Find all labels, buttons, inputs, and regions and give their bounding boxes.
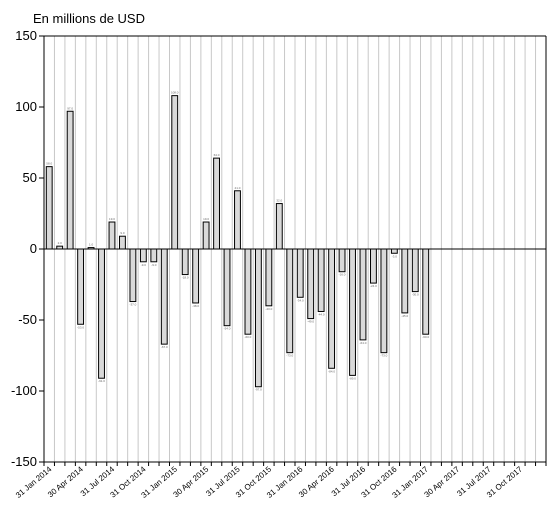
data-label: 108.0 (171, 91, 179, 95)
data-label: -30.0 (412, 293, 419, 297)
data-label: 64.0 (214, 153, 220, 157)
bar (422, 248, 430, 335)
x-tick-label: 30 Apr 2016 (297, 464, 336, 499)
data-label: -91.0 (98, 379, 105, 383)
bar (254, 248, 262, 388)
data-label: -37.0 (129, 303, 136, 307)
data-labels: 58.0 2.0 97.0 -53.0 1.0 -91.0 19.0 9.0 -37.0 -9.0… (46, 91, 429, 392)
x-tick-label: 30 Apr 2015 (172, 464, 211, 499)
bar (181, 248, 189, 276)
bar (45, 166, 53, 250)
bar (265, 248, 273, 307)
bar (108, 221, 116, 250)
bar (359, 248, 367, 341)
data-label: -64.0 (360, 341, 367, 345)
data-label: -3.0 (392, 254, 398, 258)
bar (380, 248, 388, 354)
data-label: 1.0 (89, 243, 94, 247)
data-label: -84.0 (328, 369, 335, 373)
bar (160, 248, 168, 345)
bar (411, 248, 419, 293)
x-tick-label: 30 Apr 2014 (46, 464, 85, 499)
data-label: -18.0 (182, 276, 189, 280)
y-tick-label: 0 (30, 241, 37, 256)
data-label: -89.0 (349, 376, 356, 380)
data-label: 19.0 (109, 217, 115, 221)
bar (171, 95, 179, 250)
y-tick-label: 150 (15, 28, 37, 43)
y-tick-label: 50 (23, 170, 37, 185)
bar (296, 248, 304, 298)
bar (338, 248, 346, 273)
data-label: -53.0 (77, 325, 84, 329)
data-label: -38.0 (192, 304, 199, 308)
bar (223, 248, 231, 327)
data-label: 58.0 (46, 162, 52, 166)
bar (192, 248, 200, 304)
data-label: -73.0 (380, 354, 387, 358)
y-tick-label: -100 (11, 383, 37, 398)
data-label: -24.0 (370, 284, 377, 288)
bar (401, 248, 409, 314)
y-tick-label: 100 (15, 99, 37, 114)
bar (77, 248, 85, 325)
data-label: -44.0 (318, 312, 325, 316)
data-label: -16.0 (339, 273, 346, 277)
bar (150, 248, 158, 263)
data-label: 32.0 (276, 199, 282, 203)
data-label: 41.0 (235, 186, 241, 190)
data-label: 97.0 (67, 106, 73, 110)
data-label: 9.0 (120, 231, 125, 235)
bar (234, 190, 241, 250)
y-axis-title: En millions de USD (33, 11, 145, 26)
bar (244, 248, 252, 335)
data-label: -97.0 (255, 388, 262, 392)
data-label: -45.0 (401, 314, 408, 318)
bar (98, 248, 105, 379)
x-tick-label: 30 Apr 2017 (423, 464, 462, 499)
data-label: -67.0 (161, 345, 168, 349)
data-label: -60.0 (422, 335, 429, 339)
bar (286, 248, 294, 354)
bar (129, 248, 137, 303)
y-tick-label: -50 (18, 312, 37, 327)
bar (202, 221, 210, 250)
data-label: -9.0 (141, 263, 147, 267)
bar (213, 157, 220, 250)
bar (317, 248, 325, 312)
data-label: 2.0 (58, 241, 63, 245)
data-label: -73.0 (286, 354, 293, 358)
bar (390, 248, 398, 254)
data-label: -54.0 (224, 327, 231, 331)
bar (119, 235, 126, 250)
data-label: -40.0 (265, 307, 272, 311)
bar (66, 110, 74, 250)
bar (349, 248, 356, 376)
data-label: -9.0 (151, 263, 157, 267)
bars (45, 95, 430, 388)
data-label: -60.0 (245, 335, 252, 339)
data-label: -34.0 (297, 298, 304, 302)
y-tick-label: -150 (11, 454, 37, 469)
data-label: -49.0 (307, 320, 314, 324)
bar (328, 248, 336, 369)
bar (370, 248, 377, 284)
data-label: 19.0 (203, 217, 209, 221)
bar (307, 248, 315, 320)
bar (139, 248, 147, 263)
bar (275, 203, 283, 250)
y-ticks: 150 100 50 0 -50 -100 -150 (11, 28, 44, 469)
